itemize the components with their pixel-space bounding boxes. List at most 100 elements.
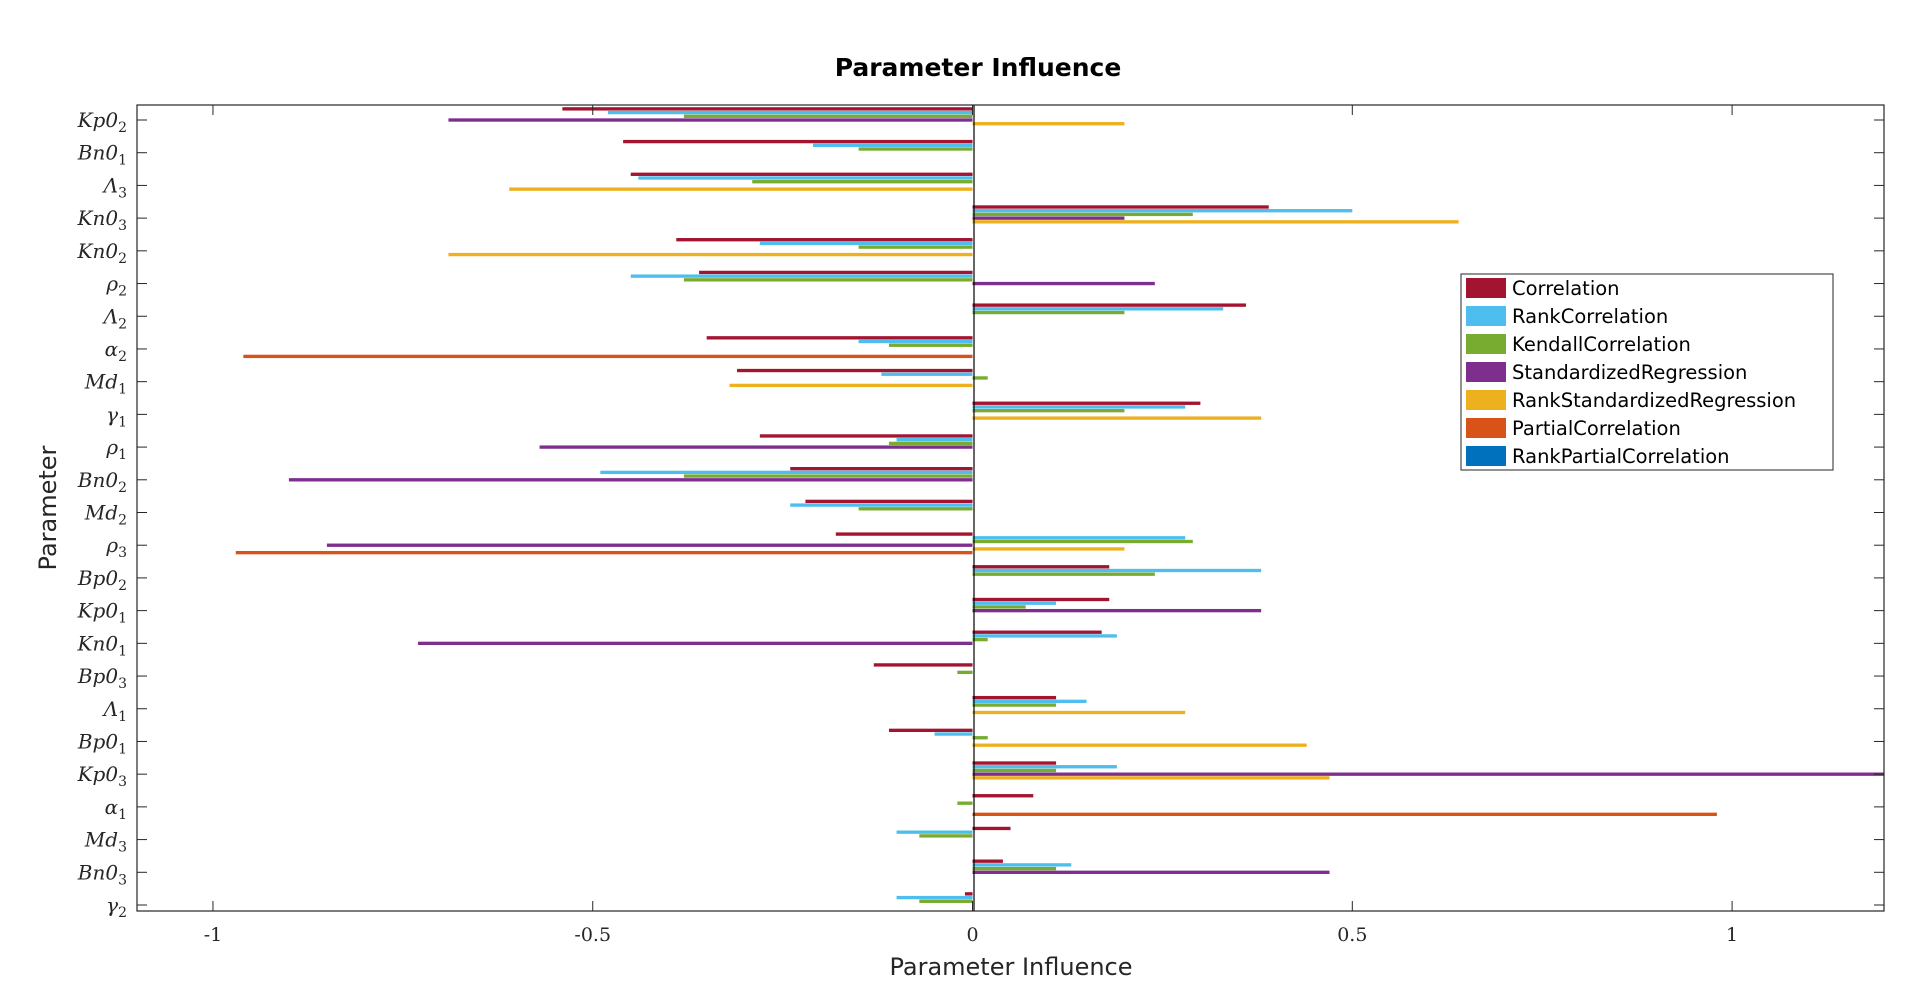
bar-rankcorrelation: [607, 110, 973, 115]
bar-kendallcorrelation: [972, 605, 1026, 609]
legend: Correlation RankCorrelation KendallCorrela…: [1460, 273, 1834, 471]
bar-standardizedregression: [972, 870, 1330, 874]
bar-rankstandardizedregression: [972, 743, 1307, 747]
bar-kendallcorrelation: [919, 899, 973, 903]
bar-kendallcorrelation: [972, 736, 988, 740]
legend-label: KendallCorrelation: [1512, 333, 1691, 356]
bar-rankstandardizedregression: [448, 252, 973, 257]
bar-kendallcorrelation: [972, 539, 1193, 544]
bar-rankcorrelation: [972, 307, 1224, 311]
bar-rankcorrelation: [759, 241, 973, 246]
x-tick-label: 0: [966, 924, 978, 946]
bar-rankcorrelation: [934, 732, 973, 736]
chart-title: Parameter Influence: [835, 53, 1122, 82]
bar-correlation: [972, 761, 1057, 765]
y-tick-label: Bn01: [77, 141, 127, 169]
bar-kendallcorrelation: [683, 114, 973, 118]
bar-rankcorrelation: [972, 634, 1117, 638]
legend-label: RankCorrelation: [1512, 305, 1668, 328]
bar-correlation: [676, 238, 973, 242]
bar-kendallcorrelation: [972, 866, 1057, 871]
bar-rankstandardizedregression: [972, 547, 1125, 551]
x-axis-ticks: -1 -0.5 0 0.5 1: [204, 105, 1738, 946]
bar-rankcorrelation: [972, 536, 1186, 540]
bar-rankstandardizedregression: [729, 383, 973, 388]
y-tick-label: γ2: [106, 893, 127, 921]
x-axis-label: Parameter Influence: [889, 953, 1132, 981]
bar-rankstandardizedregression: [972, 220, 1459, 224]
legend-swatch: [1466, 446, 1506, 466]
bar-correlation: [873, 663, 973, 667]
x-tick-label: 1: [1726, 924, 1738, 946]
bar-rankstandardizedregression: [509, 187, 973, 191]
legend-swatch: [1466, 418, 1506, 438]
bar-rankstandardizedregression: [972, 416, 1262, 420]
bar-standardizedregression: [326, 543, 973, 547]
y-tick-label: Kn02: [77, 239, 127, 267]
bar-kendallcorrelation: [972, 572, 1155, 576]
bar-kendallcorrelation: [683, 278, 973, 282]
bar-kendallcorrelation: [957, 801, 973, 805]
bar-standardizedregression: [539, 445, 973, 449]
bar-correlation: [699, 270, 973, 275]
y-tick-label: Λ1: [102, 697, 127, 725]
bar-rankcorrelation: [813, 143, 973, 147]
bar-rankcorrelation: [600, 470, 973, 475]
bar-kendallcorrelation: [972, 768, 1057, 773]
bar-correlation: [972, 205, 1269, 209]
bar-correlation: [805, 499, 973, 504]
bar-kendallcorrelation: [752, 180, 973, 184]
bar-rankstandardizedregression: [972, 122, 1125, 126]
bar-rankcorrelation: [638, 176, 973, 180]
x-tick-label: 0.5: [1337, 924, 1367, 946]
bar-standardizedregression: [288, 478, 973, 482]
y-tick-label: Md3: [84, 828, 127, 856]
y-tick-label: α1: [105, 795, 127, 823]
bar-correlation: [964, 892, 973, 896]
bar-rankcorrelation: [972, 405, 1186, 409]
bar-kendallcorrelation: [972, 637, 988, 642]
y-tick-label: Md1: [84, 370, 127, 398]
bar-kendallcorrelation: [919, 834, 973, 838]
y-tick-label: Kp02: [77, 108, 127, 136]
bar-rankcorrelation: [790, 503, 973, 507]
bar-partialcorrelation: [972, 812, 1717, 816]
bar-correlation: [972, 565, 1110, 569]
bar-rankcorrelation: [972, 568, 1262, 573]
bar-rankcorrelation: [972, 601, 1057, 605]
y-tick-label: Λ3: [102, 173, 127, 201]
bar-correlation: [972, 794, 1034, 798]
y-tick-label: ρ1: [105, 435, 127, 463]
bar-rankcorrelation: [972, 765, 1117, 769]
bar-correlation: [972, 597, 1110, 602]
y-tick-label: Bn03: [77, 860, 127, 888]
plot-area: -1 -0.5 0 0.5 1 Kp02 Bn01 Λ3 Kn03 Kn02 ρ2 Λ2 α2 Md1 γ…: [77, 104, 1885, 946]
x-tick-label: -0.5: [574, 924, 611, 946]
bar-kendallcorrelation: [888, 343, 973, 347]
legend-swatch: [1466, 334, 1506, 354]
y-axis-label: Parameter: [34, 445, 62, 570]
legend-label: Correlation: [1512, 277, 1620, 300]
bar-correlation: [972, 630, 1102, 634]
legend-swatch: [1466, 362, 1506, 382]
plot-background: [137, 105, 1884, 911]
bar-standardizedregression: [972, 281, 1155, 286]
bar-correlation: [562, 107, 973, 111]
bar-standardizedregression: [972, 216, 1125, 220]
bar-rankcorrelation: [896, 895, 973, 900]
bar-partialcorrelation: [243, 354, 973, 359]
y-tick-label: Kn03: [77, 206, 127, 234]
y-tick-label: Kn01: [77, 631, 127, 659]
legend-swatch: [1466, 278, 1506, 298]
y-tick-label: Kp01: [77, 599, 127, 627]
bar-standardizedregression: [972, 772, 1884, 776]
bar-rankcorrelation: [896, 437, 973, 442]
legend-label: RankPartialCorrelation: [1512, 445, 1730, 468]
bar-rankstandardizedregression: [972, 710, 1186, 715]
bar-standardizedregression: [448, 118, 973, 122]
bar-correlation: [972, 303, 1246, 307]
y-tick-label: Md2: [84, 501, 127, 529]
bar-kendallcorrelation: [683, 474, 973, 478]
y-tick-label: α2: [105, 337, 127, 365]
